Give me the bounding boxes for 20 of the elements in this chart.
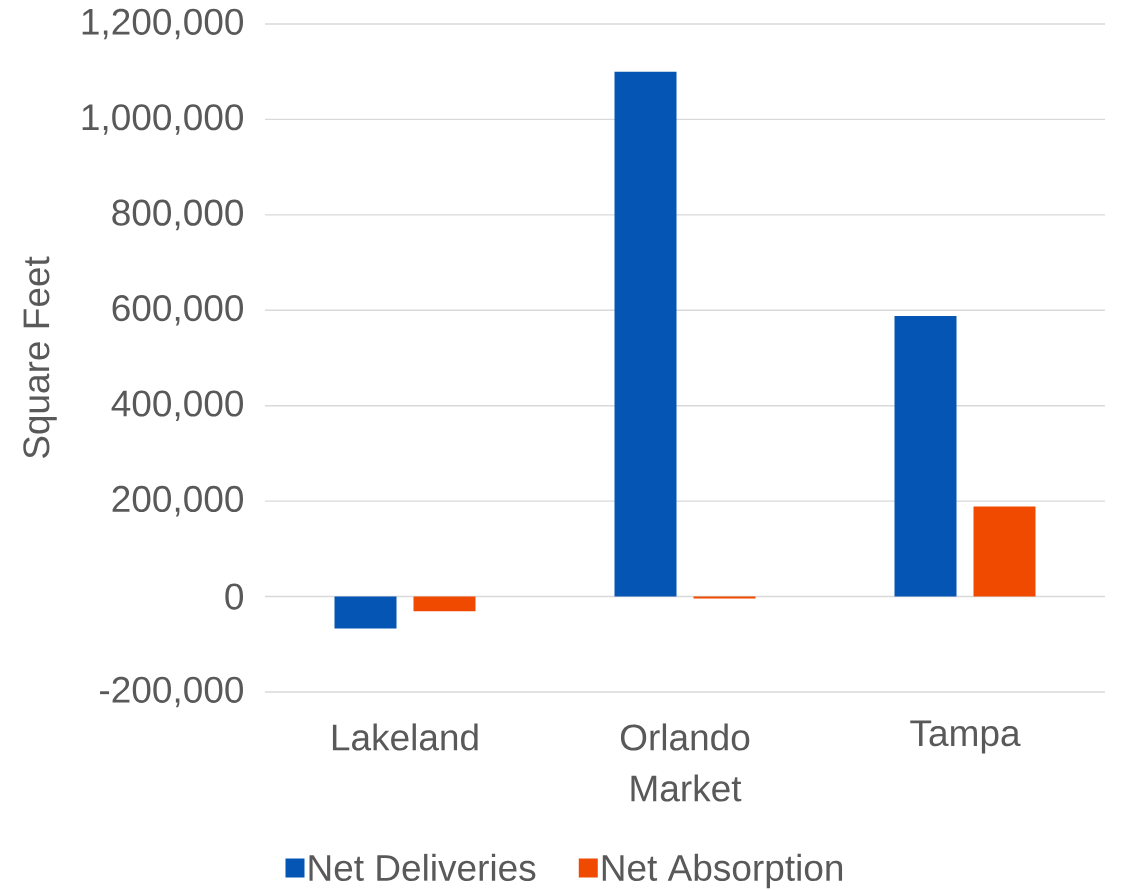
y-tick-label: 600,000	[112, 295, 243, 326]
y-tick-label: 800,000	[112, 199, 243, 231]
bar	[973, 506, 1036, 597]
x-axis-title: Market	[631, 774, 742, 802]
x-tick-label: Lakeland	[332, 723, 478, 751]
bar	[334, 596, 397, 629]
y-tick-label: -200,000	[100, 676, 243, 708]
y-tick-label: 200,000	[112, 485, 243, 517]
y-tick-label: 0	[225, 583, 244, 610]
y-tick-label: 400,000	[111, 390, 243, 421]
x-tick-label: Tampa	[910, 720, 1021, 754]
y-axis-title: Square Feet	[23, 256, 57, 459]
legend-label: Net Deliveries	[309, 853, 536, 882]
x-tick-label: Orlando	[620, 723, 750, 751]
bar	[614, 71, 677, 597]
y-tick-label: 1,000,000	[82, 104, 243, 135]
y-tick-label: 1,200,000	[82, 8, 243, 40]
bar	[413, 596, 476, 612]
bar	[894, 316, 957, 597]
legend-label: Net Absorption	[602, 853, 843, 889]
